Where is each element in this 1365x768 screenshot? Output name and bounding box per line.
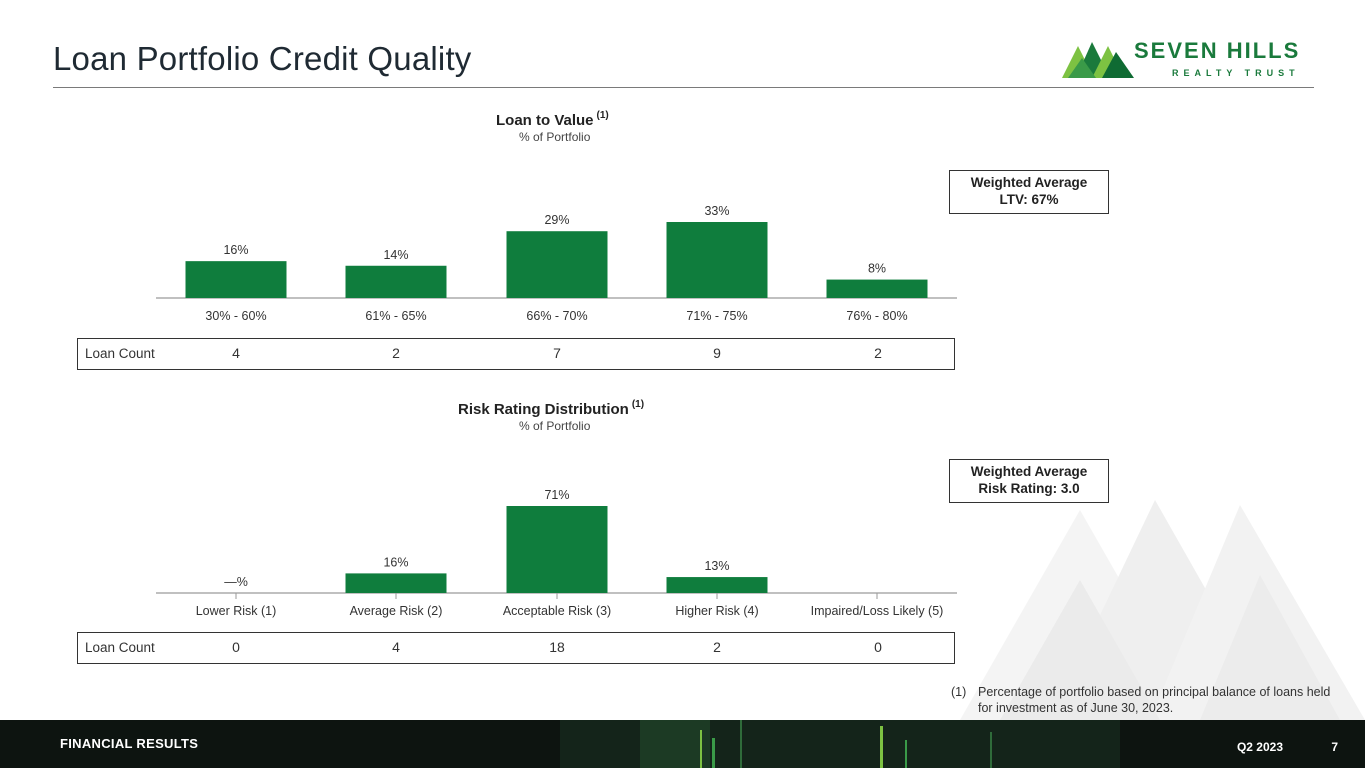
background-mountains-graphic bbox=[960, 500, 1365, 720]
risk-bar bbox=[345, 573, 447, 593]
risk-chart-title-note: (1) bbox=[631, 399, 645, 410]
ltv-data-label: 14% bbox=[383, 248, 408, 262]
ltv-bar bbox=[345, 265, 447, 298]
risk-data-label: —% bbox=[224, 575, 248, 589]
ltv-loan-count-value: 2 bbox=[392, 345, 400, 361]
risk-loan-count-value: 4 bbox=[392, 639, 400, 655]
ltv-weighted-average-line2: LTV: 67% bbox=[999, 192, 1059, 207]
ltv-bar bbox=[666, 222, 768, 298]
risk-weighted-average-line1: Weighted Average bbox=[970, 464, 1088, 479]
bar-charts: 16% 30% - 60% 14% 61% - 65% 29% 66% - 70% 33% 7… bbox=[156, 204, 957, 618]
ltv-bar bbox=[506, 231, 608, 298]
risk-loan-count-value: 2 bbox=[713, 639, 721, 655]
ltv-weighted-average-box: Weighted Average LTV: 67% bbox=[949, 170, 1109, 214]
ltv-data-label: 8% bbox=[868, 262, 886, 276]
ltv-bar bbox=[826, 279, 928, 298]
risk-loan-count-value: 0 bbox=[874, 639, 882, 655]
footer-bar: FINANCIAL RESULTS Q2 2023 7 bbox=[0, 720, 1365, 768]
risk-bar bbox=[506, 506, 608, 593]
risk-category-label: Higher Risk (4) bbox=[675, 604, 758, 618]
ltv-chart-title-text: Loan to Value bbox=[496, 112, 594, 129]
risk-category-label: Impaired/Loss Likely (5) bbox=[811, 604, 944, 618]
ltv-chart-title-note: (1) bbox=[596, 110, 609, 121]
ltv-category-label: 66% - 70% bbox=[526, 309, 587, 323]
risk-chart-title-text: Risk Rating Distribution bbox=[458, 401, 629, 418]
ltv-category-label: 30% - 60% bbox=[205, 309, 266, 323]
footer-section-label: FINANCIAL RESULTS bbox=[60, 736, 199, 751]
risk-category-label: Acceptable Risk (3) bbox=[503, 604, 611, 618]
ltv-category-label: 61% - 65% bbox=[365, 309, 426, 323]
ltv-chart-subtitle: % of Portfolio bbox=[519, 130, 591, 144]
ltv-loan-count-row: Loan Count 4 2 7 9 2 bbox=[77, 338, 955, 370]
risk-weighted-average-box: Weighted Average Risk Rating: 3.0 bbox=[949, 459, 1109, 503]
ltv-loan-count-value: 7 bbox=[553, 345, 561, 361]
risk-category-label: Lower Risk (1) bbox=[196, 604, 277, 618]
risk-bar bbox=[666, 577, 768, 593]
ltv-category-label: 76% - 80% bbox=[846, 309, 907, 323]
footer-decoration-graphic bbox=[0, 720, 1365, 768]
risk-loan-count-value: 18 bbox=[549, 639, 565, 655]
risk-chart-title: Risk Rating Distribution (1) bbox=[458, 399, 644, 418]
ltv-bar bbox=[185, 261, 287, 298]
risk-loan-count-value: 0 bbox=[232, 639, 240, 655]
mountains-logo-icon bbox=[1062, 42, 1134, 78]
ltv-loan-count-value: 4 bbox=[232, 345, 240, 361]
risk-data-label: 71% bbox=[544, 488, 569, 502]
title-divider bbox=[53, 87, 1314, 88]
ltv-loan-count-label: Loan Count bbox=[85, 346, 155, 361]
ltv-chart-title: Loan to Value (1) bbox=[496, 110, 609, 129]
footnote: (1) Percentage of portfolio based on pri… bbox=[951, 684, 1341, 716]
logo-name: SEVEN HILLS bbox=[1134, 38, 1301, 63]
risk-category-label: Average Risk (2) bbox=[350, 604, 443, 618]
footer-period: Q2 2023 bbox=[1236, 740, 1283, 754]
ltv-data-label: 16% bbox=[223, 243, 248, 257]
risk-loan-count-label: Loan Count bbox=[85, 640, 155, 655]
ltv-loan-count-value: 9 bbox=[713, 345, 721, 361]
risk-weighted-average-line2: Risk Rating: 3.0 bbox=[978, 481, 1080, 496]
ltv-loan-count-value: 2 bbox=[874, 345, 882, 361]
company-logo: SEVEN HILLS REALTY TRUST bbox=[1062, 38, 1322, 82]
risk-data-label: 13% bbox=[704, 559, 729, 573]
risk-data-label: 16% bbox=[383, 555, 408, 569]
risk-chart-subtitle: % of Portfolio bbox=[519, 419, 591, 433]
ltv-data-label: 29% bbox=[544, 213, 569, 227]
footnote-mark: (1) bbox=[951, 685, 967, 699]
logo-subtitle: REALTY TRUST bbox=[1172, 68, 1300, 78]
ltv-data-label: 33% bbox=[704, 204, 729, 218]
footer-page-number: 7 bbox=[1331, 740, 1338, 754]
footnote-text: Percentage of portfolio based on princip… bbox=[978, 685, 1331, 715]
ltv-weighted-average-line1: Weighted Average bbox=[970, 175, 1088, 190]
risk-loan-count-row: Loan Count 0 4 18 2 0 bbox=[77, 632, 955, 664]
ltv-category-label: 71% - 75% bbox=[686, 309, 747, 323]
page-title: Loan Portfolio Credit Quality bbox=[53, 40, 472, 77]
